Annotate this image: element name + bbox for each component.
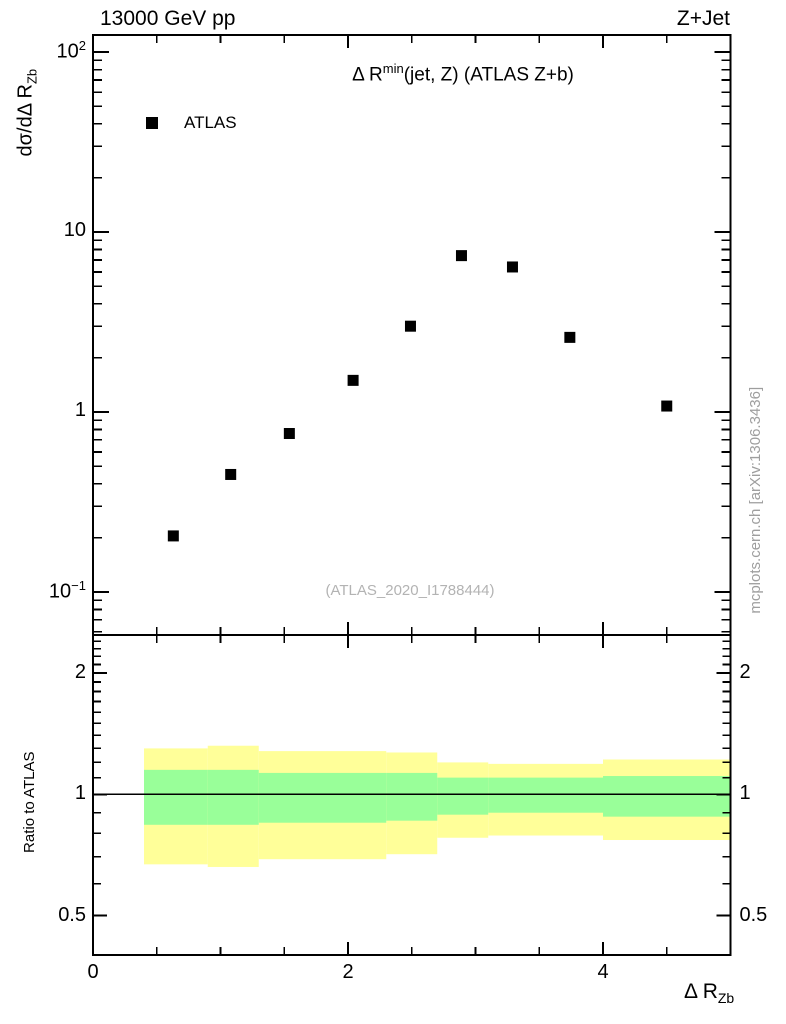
header-process: Z+Jet bbox=[676, 7, 730, 30]
data-point-marker bbox=[404, 320, 416, 332]
data-point-marker bbox=[347, 374, 359, 386]
ratio-y-tick-label-left: 2 bbox=[74, 661, 86, 684]
observable-title-post: (jet, Z) (ATLAS Z+b) bbox=[403, 64, 574, 86]
ratio-band-inner bbox=[603, 776, 731, 817]
main-y-axis-label-pre: dσ/dΔ R bbox=[14, 84, 37, 157]
ratio-y-tick-label-right: 1 bbox=[739, 782, 751, 805]
observable-title: Δ Rmin(jet, Z) (ATLAS Z+b) bbox=[273, 61, 653, 86]
ratio-band-inner bbox=[437, 777, 489, 815]
side-citation-text: mcplots.cern.ch [arXiv:1306.3436] bbox=[746, 386, 764, 614]
ratio-band-inner bbox=[488, 777, 603, 813]
data-point-marker bbox=[283, 428, 295, 440]
x-axis-tick-label: 4 bbox=[597, 961, 609, 983]
data-point-marker bbox=[564, 331, 576, 343]
data-point-marker bbox=[225, 468, 237, 480]
header-beam-energy: 13000 GeV pp bbox=[100, 7, 236, 30]
main-y-axis-label-sub: Zb bbox=[24, 68, 40, 85]
x-axis-label: Δ RZb bbox=[684, 980, 734, 1007]
data-point-marker bbox=[167, 530, 179, 542]
legend-marker-filled-square-icon bbox=[146, 117, 158, 129]
ratio-band-inner bbox=[144, 769, 208, 825]
observable-title-sup: min bbox=[382, 61, 404, 76]
legend-label-atlas: ATLAS bbox=[184, 113, 237, 132]
data-point-marker bbox=[455, 250, 467, 262]
ratio-band-inner bbox=[386, 772, 438, 821]
ratio-band-inner bbox=[207, 769, 259, 825]
analysis-watermark: (ATLAS_2020_I1788444) bbox=[325, 582, 495, 599]
main-y-axis-label: dσ/dΔ RZb bbox=[14, 28, 39, 198]
x-axis-tick-label: 0 bbox=[87, 961, 99, 983]
ratio-y-axis-label: Ratio to ATLAS bbox=[20, 751, 38, 853]
x-axis-label-pre: Δ R bbox=[684, 980, 718, 1003]
main-y-tick-label: 10 bbox=[63, 219, 86, 242]
x-axis-label-sub: Zb bbox=[717, 990, 735, 1007]
data-point-marker bbox=[506, 261, 518, 273]
x-axis-tick-label: 2 bbox=[342, 961, 354, 983]
ratio-band-inner bbox=[258, 772, 387, 823]
ratio-y-tick-label-left: 0.5 bbox=[58, 903, 86, 926]
observable-title-pre: Δ R bbox=[352, 64, 383, 86]
main-y-tick-label: 102 bbox=[56, 38, 86, 63]
main-y-tick-label: 10−1 bbox=[48, 578, 86, 603]
main-y-tick-label: 1 bbox=[74, 399, 86, 422]
data-point-marker bbox=[661, 400, 673, 412]
ratio-y-tick-label-right: 0.5 bbox=[739, 903, 768, 926]
ratio-y-tick-label-left: 1 bbox=[74, 782, 86, 805]
ratio-y-tick-label-right: 2 bbox=[739, 661, 751, 684]
